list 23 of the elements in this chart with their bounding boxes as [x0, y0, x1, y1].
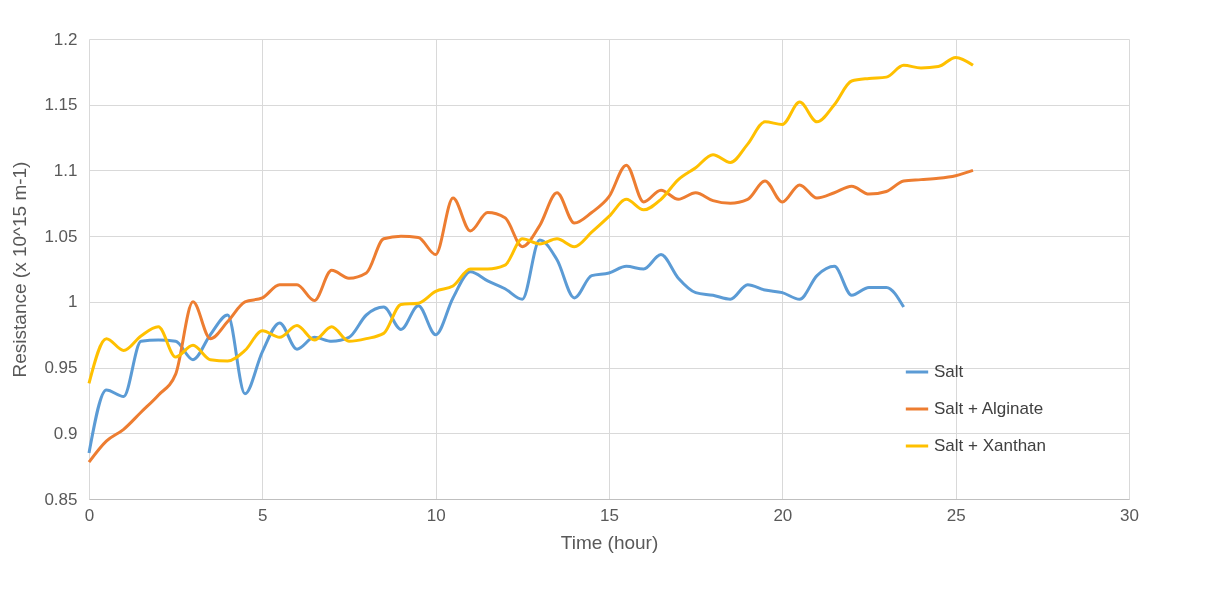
y-tick-label: 0.85: [44, 489, 78, 509]
x-tick-label: 25: [946, 505, 966, 525]
legend-label: Salt: [934, 362, 964, 381]
x-tick-label: 20: [773, 505, 793, 525]
x-tick-label: 15: [600, 505, 619, 525]
y-axis-title: Resistance (x 10^15 m-1): [9, 161, 31, 378]
y-tick-label: 0.9: [53, 423, 78, 443]
x-tick-label: 30: [1120, 505, 1139, 525]
line-series: [87, 238, 906, 455]
legend-label: Salt + Alginate: [934, 399, 1044, 418]
x-tick-label: 0: [84, 505, 95, 525]
y-tick-label: 1.15: [44, 95, 78, 115]
y-tick-label: 1: [68, 292, 78, 312]
x-tick-label: 5: [258, 505, 268, 525]
y-tick-label: 1.2: [53, 29, 78, 49]
legend-label: Salt + Xanthan: [934, 436, 1047, 455]
line-series: [87, 163, 975, 464]
y-tick-label: 0.95: [44, 358, 78, 378]
line-series: [87, 55, 975, 385]
x-axis-title: Time (hour): [560, 531, 659, 553]
y-tick-label: 1.05: [44, 226, 78, 246]
y-tick-label: 1.1: [53, 160, 78, 180]
x-tick-label: 10: [426, 505, 446, 525]
